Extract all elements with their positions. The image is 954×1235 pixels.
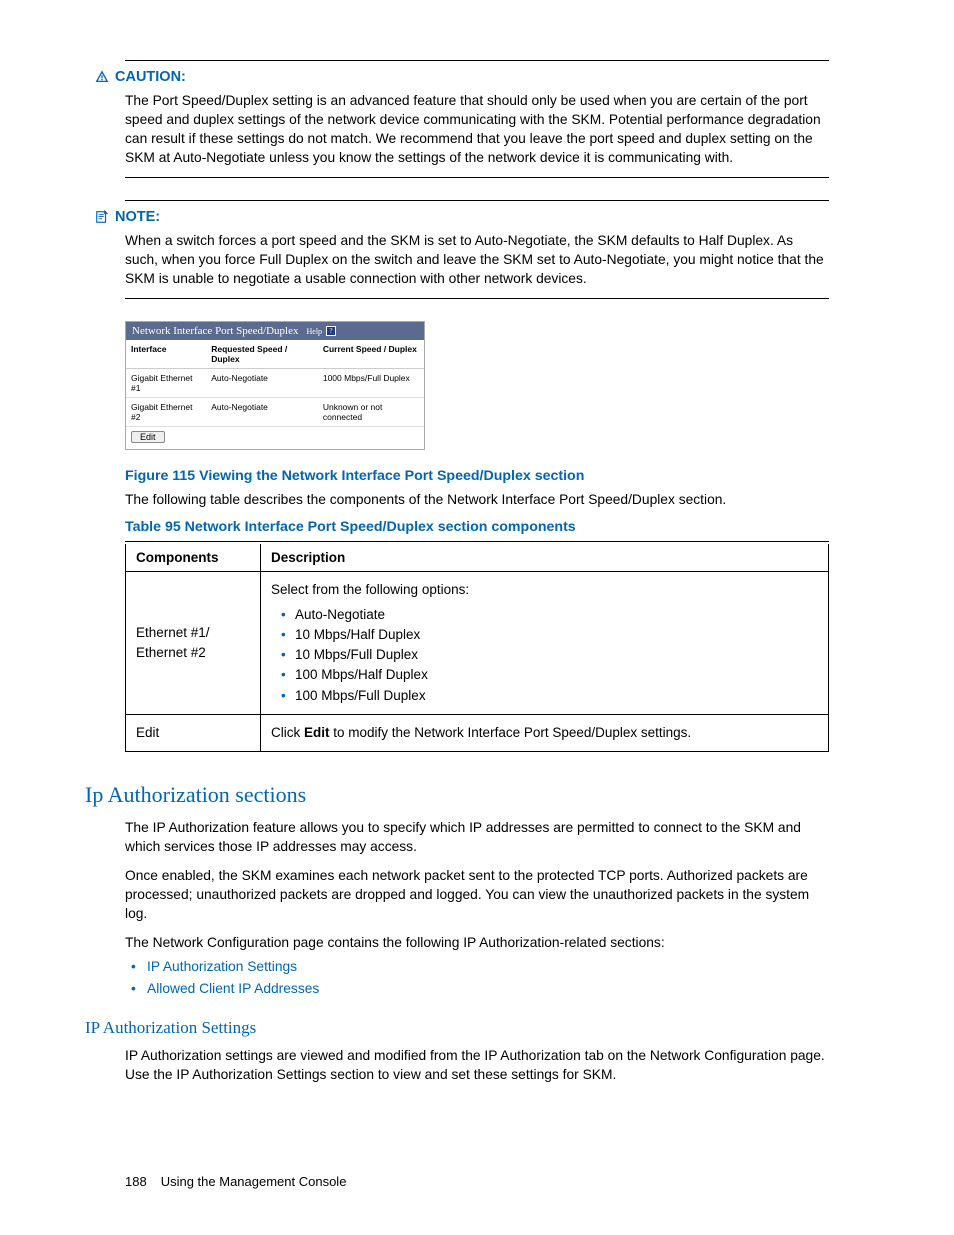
caution-title: CAUTION: — [95, 69, 829, 85]
link-ip-auth-settings[interactable]: IP Authorization Settings — [147, 959, 297, 974]
mini-th-1: Requested Speed / Duplex — [206, 340, 318, 369]
panel-help-label: Help — [306, 327, 322, 336]
after-figure-text: The following table describes the compon… — [125, 490, 829, 509]
panel-header: Network Interface Port Speed/Duplex Help… — [126, 322, 424, 340]
desc-bold: Edit — [304, 725, 330, 740]
desc-suffix: to modify the Network Interface Port Spe… — [330, 725, 692, 740]
subsection-p1: IP Authorization settings are viewed and… — [125, 1046, 829, 1084]
mini-cell: Auto-Negotiate — [206, 398, 318, 427]
mini-cell: Gigabit Ethernet #2 — [126, 398, 206, 427]
section-heading-ip-auth: Ip Authorization sections — [85, 782, 829, 808]
mini-cell: 1000 Mbps/Full Duplex — [318, 369, 424, 398]
note-icon — [95, 210, 109, 224]
link-allowed-client-ip[interactable]: Allowed Client IP Addresses — [147, 981, 319, 996]
table-row: Ethernet #1/ Ethernet #2 Select from the… — [126, 572, 829, 715]
section-link-list: IP Authorization Settings Allowed Client… — [125, 956, 829, 1000]
component-description: Click Edit to modify the Network Interfa… — [261, 714, 829, 751]
caution-icon — [95, 70, 109, 84]
note-label: NOTE: — [115, 209, 160, 225]
page-number: 188 — [125, 1174, 147, 1189]
mini-cell: Unknown or not connected — [318, 398, 424, 427]
table-row: Gigabit Ethernet #1 Auto-Negotiate 1000 … — [126, 369, 424, 398]
list-item: Auto-Negotiate — [295, 605, 818, 625]
list-item: 10 Mbps/Full Duplex — [295, 645, 818, 665]
list-item: 100 Mbps/Half Duplex — [295, 665, 818, 685]
mini-cell: Auto-Negotiate — [206, 369, 318, 398]
list-item: 10 Mbps/Half Duplex — [295, 625, 818, 645]
section-p3: The Network Configuration page contains … — [125, 933, 829, 952]
option-list: Auto-Negotiate 10 Mbps/Half Duplex 10 Mb… — [271, 605, 818, 706]
list-item: Allowed Client IP Addresses — [147, 978, 829, 1000]
table-caption: Table 95 Network Interface Port Speed/Du… — [125, 519, 829, 542]
caution-admonition: CAUTION: The Port Speed/Duplex setting i… — [125, 60, 829, 178]
table-row: Edit Click Edit to modify the Network In… — [126, 714, 829, 751]
list-item: IP Authorization Settings — [147, 956, 829, 978]
desc-intro: Select from the following options: — [271, 582, 469, 597]
document-page: CAUTION: The Port Speed/Duplex setting i… — [0, 0, 954, 1229]
caution-body: The Port Speed/Duplex setting is an adva… — [125, 91, 829, 167]
component-description: Select from the following options: Auto-… — [261, 572, 829, 715]
figure-caption: Figure 115 Viewing the Network Interface… — [125, 468, 829, 484]
ui-screenshot-panel: Network Interface Port Speed/Duplex Help… — [125, 321, 425, 450]
components-th-0: Components — [126, 544, 261, 572]
mini-cell: Gigabit Ethernet #1 — [126, 369, 206, 398]
mini-th-0: Interface — [126, 340, 206, 369]
desc-prefix: Click — [271, 725, 304, 740]
panel-title: Network Interface Port Speed/Duplex — [132, 325, 298, 337]
table-row: Gigabit Ethernet #2 Auto-Negotiate Unkno… — [126, 398, 424, 427]
section-p2: Once enabled, the SKM examines each netw… — [125, 866, 829, 923]
subsection-heading-ip-auth-settings: IP Authorization Settings — [85, 1018, 829, 1038]
component-name: Ethernet #1/ Ethernet #2 — [126, 572, 261, 715]
panel-mini-table: Interface Requested Speed / Duplex Curre… — [126, 340, 424, 427]
page-footer: 188 Using the Management Console — [125, 1174, 829, 1189]
list-item: 100 Mbps/Full Duplex — [295, 686, 818, 706]
note-admonition: NOTE: When a switch forces a port speed … — [125, 200, 829, 299]
panel-edit-button[interactable]: Edit — [131, 431, 165, 443]
section-p1: The IP Authorization feature allows you … — [125, 818, 829, 856]
mini-th-2: Current Speed / Duplex — [318, 340, 424, 369]
caution-label: CAUTION: — [115, 69, 186, 85]
note-body: When a switch forces a port speed and th… — [125, 231, 829, 288]
help-icon: ? — [326, 326, 336, 336]
footer-title: Using the Management Console — [161, 1174, 347, 1189]
note-title: NOTE: — [95, 209, 829, 225]
component-name: Edit — [126, 714, 261, 751]
components-table: Components Description Ethernet #1/ Ethe… — [125, 544, 829, 752]
components-th-1: Description — [261, 544, 829, 572]
